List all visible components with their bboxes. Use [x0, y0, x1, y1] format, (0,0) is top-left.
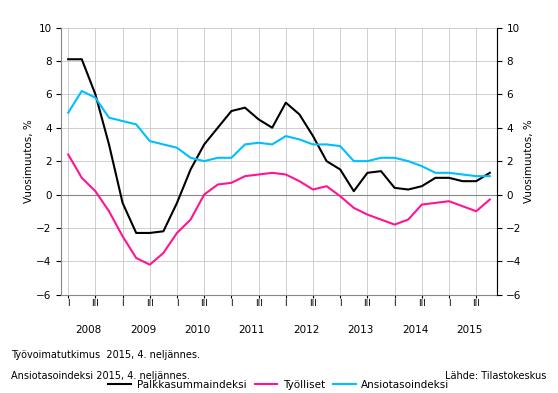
Text: 2009: 2009	[130, 325, 156, 335]
Text: 2015: 2015	[456, 325, 483, 335]
Text: 2010: 2010	[184, 325, 210, 335]
Y-axis label: Vuosimuutos, %: Vuosimuutos, %	[23, 119, 33, 203]
Y-axis label: Vuosimuutos, %: Vuosimuutos, %	[525, 119, 535, 203]
Text: Työvoimatutkimus  2015, 4. neljännes.: Työvoimatutkimus 2015, 4. neljännes.	[11, 350, 200, 360]
Text: 2008: 2008	[75, 325, 102, 335]
Text: 2013: 2013	[348, 325, 374, 335]
Legend: Palkkasummaindeksi, Työlliset, Ansiotasoindeksi: Palkkasummaindeksi, Työlliset, Ansiotaso…	[108, 380, 450, 390]
Text: Ansiotasoindeksi 2015, 4. neljännes.: Ansiotasoindeksi 2015, 4. neljännes.	[11, 371, 190, 381]
Text: 2014: 2014	[402, 325, 428, 335]
Text: 2012: 2012	[293, 325, 319, 335]
Text: 2011: 2011	[239, 325, 265, 335]
Text: Lähde: Tilastokeskus: Lähde: Tilastokeskus	[445, 371, 547, 381]
